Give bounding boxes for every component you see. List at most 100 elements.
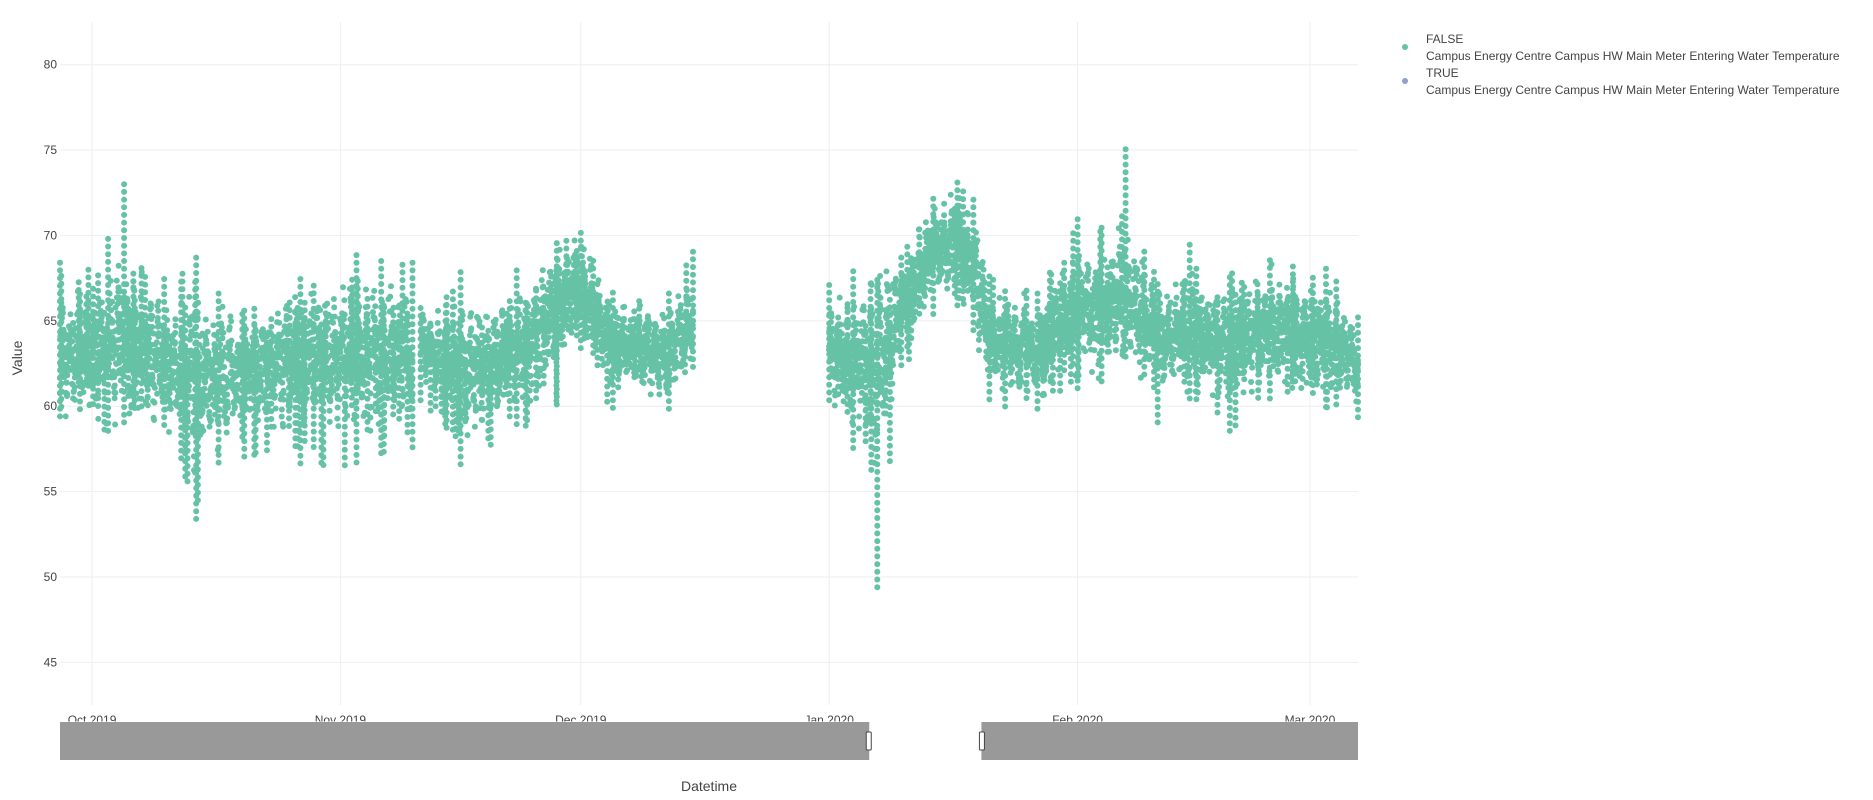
data-point xyxy=(524,309,531,316)
data-point xyxy=(172,316,179,323)
data-point xyxy=(224,415,231,422)
data-point xyxy=(367,414,374,421)
data-point xyxy=(647,391,654,398)
data-point xyxy=(75,279,82,286)
data-point xyxy=(540,380,547,387)
data-point xyxy=(85,312,92,319)
data-point xyxy=(292,294,299,301)
data-point xyxy=(272,405,279,412)
data-point xyxy=(286,314,293,321)
data-point xyxy=(324,300,331,307)
data-point xyxy=(604,308,611,315)
data-point xyxy=(322,333,329,340)
data-point xyxy=(476,318,483,325)
data-point xyxy=(632,373,639,380)
data-point xyxy=(184,470,191,477)
data-point xyxy=(332,329,339,336)
data-point xyxy=(131,297,138,304)
data-point xyxy=(310,405,317,412)
data-point xyxy=(443,409,450,416)
data-point xyxy=(219,335,226,342)
data-point xyxy=(432,387,439,394)
data-point xyxy=(142,273,149,280)
data-point xyxy=(264,432,270,438)
data-point xyxy=(77,406,83,413)
data-point xyxy=(341,423,348,430)
data-point xyxy=(95,295,102,302)
data-point xyxy=(252,434,259,441)
data-point xyxy=(534,336,541,343)
data-point xyxy=(253,342,260,349)
data-point xyxy=(390,411,397,418)
data-point xyxy=(342,378,349,385)
data-point xyxy=(590,257,597,264)
data-point xyxy=(278,413,285,420)
data-point xyxy=(464,432,471,439)
data-point xyxy=(506,390,513,397)
data-point xyxy=(286,307,293,314)
data-point xyxy=(508,305,515,311)
data-point xyxy=(151,417,158,423)
data-point xyxy=(506,413,513,420)
data-point xyxy=(63,379,70,386)
data-point xyxy=(215,451,222,458)
data-point xyxy=(590,273,597,280)
data-point xyxy=(85,289,92,296)
data-point xyxy=(130,270,137,277)
data-point xyxy=(215,428,222,435)
data-point xyxy=(310,444,317,450)
data-point xyxy=(378,273,385,280)
data-point xyxy=(468,310,475,317)
data-point xyxy=(166,429,172,435)
data-point xyxy=(590,265,597,272)
data-point xyxy=(341,439,348,446)
data-point xyxy=(381,432,388,439)
data-point xyxy=(144,402,151,409)
data-point xyxy=(364,303,371,310)
data-point xyxy=(604,398,611,405)
data-point xyxy=(450,320,457,327)
data-point xyxy=(398,377,405,384)
data-point xyxy=(443,417,450,424)
data-point xyxy=(268,416,275,422)
data-point xyxy=(328,382,335,389)
data-point xyxy=(310,298,317,304)
data-point xyxy=(378,281,385,287)
data-point xyxy=(317,307,324,314)
data-point xyxy=(330,319,337,326)
data-point xyxy=(90,401,97,408)
data-point xyxy=(95,415,102,422)
data-point xyxy=(342,403,349,410)
data-point xyxy=(615,384,622,391)
data-point xyxy=(542,361,549,368)
data-point xyxy=(399,261,406,268)
data-point xyxy=(364,317,371,323)
data-point xyxy=(594,362,601,369)
data-point xyxy=(215,421,222,428)
data-point xyxy=(251,313,258,320)
data-point xyxy=(112,421,119,428)
data-point xyxy=(330,296,337,302)
data-point xyxy=(632,358,639,365)
data-point xyxy=(90,355,97,361)
data-point xyxy=(116,294,123,301)
data-point xyxy=(95,387,102,394)
data-point xyxy=(341,311,348,318)
data-point xyxy=(371,287,378,294)
data-point xyxy=(109,334,116,341)
data-point xyxy=(381,304,388,311)
data-point xyxy=(258,378,265,385)
data-point xyxy=(217,341,224,348)
data-point xyxy=(527,397,534,404)
data-point xyxy=(111,382,118,389)
data-point xyxy=(568,329,575,336)
data-point xyxy=(443,424,450,431)
data-point xyxy=(270,423,277,430)
data-point xyxy=(203,402,210,409)
data-point xyxy=(320,439,327,445)
data-point xyxy=(85,297,92,304)
data-point xyxy=(656,391,663,398)
data-point xyxy=(534,342,541,349)
data-point xyxy=(325,325,331,332)
data-point xyxy=(64,372,71,379)
